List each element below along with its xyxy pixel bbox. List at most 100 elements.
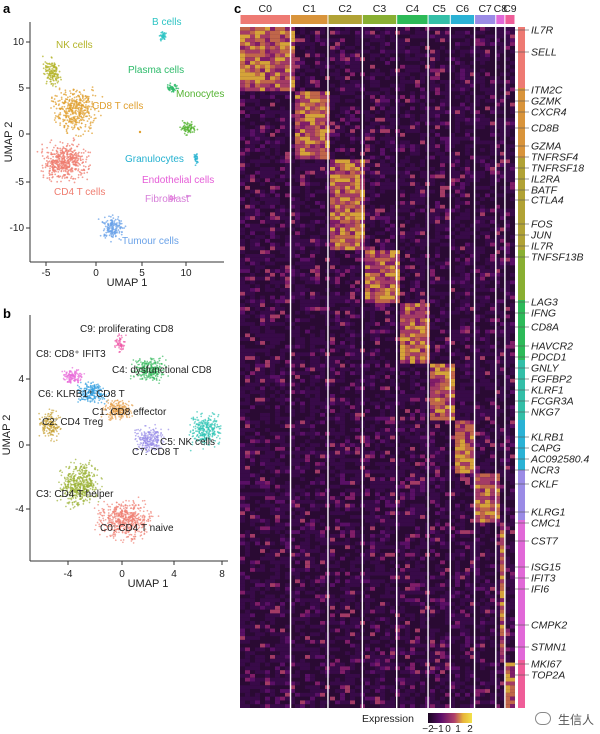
panel-a-ytick: 0	[18, 129, 24, 140]
panel-b-xtick: -4	[64, 569, 73, 580]
panel-a-umap: -5 0 5 10 10 5 0 -5 -10 UMAP 1 UMAP 2 NK cells B …	[3, 17, 224, 289]
panel-b-cluster-label: C9: proliferating CD8	[80, 324, 174, 335]
panel-b-letter: b	[3, 306, 11, 321]
cluster-bar-segment	[505, 15, 515, 24]
panel-b-xtick: 4	[171, 569, 177, 580]
cluster-column-label: C0	[259, 3, 273, 15]
gene-label: CMPK2	[531, 620, 567, 632]
cluster-bar-segment	[362, 15, 397, 24]
legend-gradient	[428, 713, 472, 723]
gene-label: TNFRSF18	[531, 163, 584, 175]
cluster-bar-segment	[450, 15, 475, 24]
gene-label: LAG3	[531, 297, 558, 309]
panel-a-ylabel: UMAP 2	[3, 122, 15, 163]
gene-label: MKI67	[531, 659, 563, 671]
gene-label: CTLA4	[531, 195, 564, 207]
gene-label: CST7	[531, 536, 559, 548]
panel-a-cluster-label: Fibroblast	[145, 194, 189, 205]
cluster-bar-segment	[496, 15, 505, 24]
gene-label: TNFSF13B	[531, 252, 584, 264]
panel-b-cluster-label: C8: CD8⁺ IFIT3	[36, 349, 106, 360]
gene-label: FGFBP2	[531, 374, 572, 386]
panel-b-cluster-label: C5: NK cells	[160, 437, 215, 448]
panel-a-cluster-label: Monocytes	[176, 89, 224, 100]
gene-label: TNFRSF4	[531, 152, 578, 164]
legend-tick: −1	[432, 724, 444, 734]
gene-label: KLRF1	[531, 385, 564, 397]
gene-label: NCR3	[531, 465, 560, 477]
panel-a-xtick: 0	[93, 268, 99, 279]
gene-label: IL2RA	[531, 174, 560, 186]
gene-label: CXCR4	[531, 107, 567, 119]
gene-group-segment	[518, 520, 525, 660]
gene-group-segment	[518, 300, 525, 360]
cluster-column-label: C5	[432, 3, 446, 15]
panel-a-points	[36, 30, 199, 243]
panel-b-xtick: 0	[119, 569, 125, 580]
gene-label: GZMA	[531, 141, 561, 153]
gene-label: IL7R	[531, 25, 554, 37]
cluster-bar-segment	[328, 15, 362, 24]
gene-group-segment	[518, 250, 525, 300]
gene-label: CD8B	[531, 123, 559, 135]
gene-label: IFIT3	[531, 573, 556, 585]
gene-label: CKLF	[531, 479, 558, 491]
gene-label: CD8A	[531, 322, 559, 334]
expression-legend: Expression −2−1 0 1 2	[362, 713, 473, 734]
panel-b-cluster-label: C4: dysfunctional CD8	[112, 365, 212, 376]
gene-label: NKG7	[531, 407, 561, 419]
cluster-bar-segment	[291, 15, 328, 24]
cluster-column-label: C6	[456, 3, 470, 15]
gene-group-segment	[518, 27, 525, 88]
panel-b-xlabel: UMAP 1	[128, 578, 169, 590]
cluster-column-label: C7	[478, 3, 492, 15]
panel-b-cluster-label: C3: CD4 T helper	[36, 489, 114, 500]
cluster-column-label: C9	[503, 3, 517, 15]
legend-tick: −2	[422, 724, 434, 734]
gene-label: KLRB1	[531, 432, 564, 444]
panel-b-cluster-label: C2: CD4 Treg	[42, 417, 103, 428]
cluster-column-label: C8	[494, 3, 508, 15]
panel-b-umap: -4 0 4 8 4 0 -4 UMAP 1 UMAP 2 C9: proliferatin…	[1, 315, 228, 590]
cluster-column-label: C3	[373, 3, 387, 15]
panel-b-points	[38, 333, 222, 544]
legend-tick: 1	[455, 724, 461, 734]
panel-b-cluster-label: C0: CD4 T naive	[100, 523, 174, 534]
panel-a-cluster-label: Tumour cells	[122, 236, 179, 247]
gene-label: ISG15	[531, 562, 561, 574]
panel-a-cluster-label: B cells	[152, 17, 181, 28]
legend-tick: 0	[445, 724, 451, 734]
cluster-bar-segment	[397, 15, 428, 24]
gene-label: IL7R	[531, 241, 554, 253]
gene-label: FOS	[531, 219, 553, 231]
cluster-column-label: C4	[406, 3, 420, 15]
panel-a-xtick: 5	[139, 268, 145, 279]
panel-a-ytick: 5	[18, 83, 24, 94]
panel-b-cluster-label: C6: KLRB1⁺ CD8 T	[38, 389, 125, 400]
panel-a-xtick: -5	[42, 268, 51, 279]
panel-b-cluster-label: C7: CD8 T	[132, 447, 179, 458]
cluster-column-label: C1	[303, 3, 317, 15]
gene-group-segment	[518, 470, 525, 520]
gene-group-segment	[518, 158, 525, 250]
panel-a-xtick: 10	[180, 268, 192, 279]
gene-label: TOP2A	[531, 670, 565, 682]
watermark: 生信人	[535, 711, 594, 728]
gene-label: ITM2C	[531, 85, 563, 97]
panel-a-letter: a	[3, 1, 11, 16]
gene-label: STMN1	[531, 642, 567, 654]
legend-title: Expression	[362, 713, 414, 725]
gene-group-color-bar	[518, 27, 525, 708]
panel-a-xlabel: UMAP 1	[107, 277, 148, 289]
gene-label: AC092580.4	[530, 454, 590, 466]
cluster-bar-segment	[428, 15, 450, 24]
gene-label: HAVCR2	[531, 341, 573, 353]
gene-group-segment	[518, 88, 525, 158]
gene-group-segment	[518, 420, 525, 470]
panel-b-ytick: 4	[18, 374, 24, 385]
gene-label: CMC1	[531, 518, 561, 530]
panel-a-cluster-label: Granulocytes	[125, 154, 184, 165]
gene-label: SELL	[531, 47, 557, 59]
panel-c-letter: c	[234, 1, 242, 16]
panel-a-cluster-label: CD4 T cells	[54, 187, 105, 198]
